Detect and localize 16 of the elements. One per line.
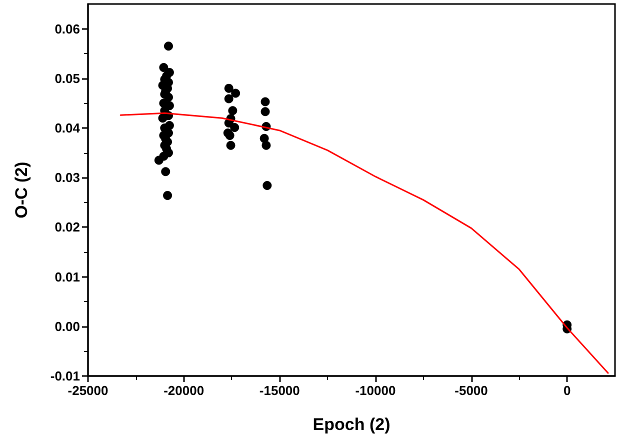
y-tick-label: -0.01 xyxy=(50,368,80,384)
y-tick-label: 0.02 xyxy=(54,220,80,235)
y-tick-label: 0.00 xyxy=(54,318,80,334)
y-tick-label: 0.03 xyxy=(54,170,80,186)
x-axis-title: Epoch (2) xyxy=(312,415,390,434)
y-axis-title: O-C (2) xyxy=(12,162,31,218)
x-tick-label: -10000 xyxy=(355,383,396,398)
x-tick-label: -15000 xyxy=(259,383,300,398)
y-tick-label: 0.04 xyxy=(54,120,81,136)
x-tick-label: 0 xyxy=(563,383,571,398)
x-tick-label: -25000 xyxy=(68,383,108,398)
y-tick-label: 0.05 xyxy=(54,70,80,86)
y-tick-label: 0.06 xyxy=(54,21,80,36)
x-tick-label: -20000 xyxy=(164,383,204,398)
x-tick-label: -5000 xyxy=(454,383,488,398)
y-tick-label: 0.01 xyxy=(54,269,80,284)
